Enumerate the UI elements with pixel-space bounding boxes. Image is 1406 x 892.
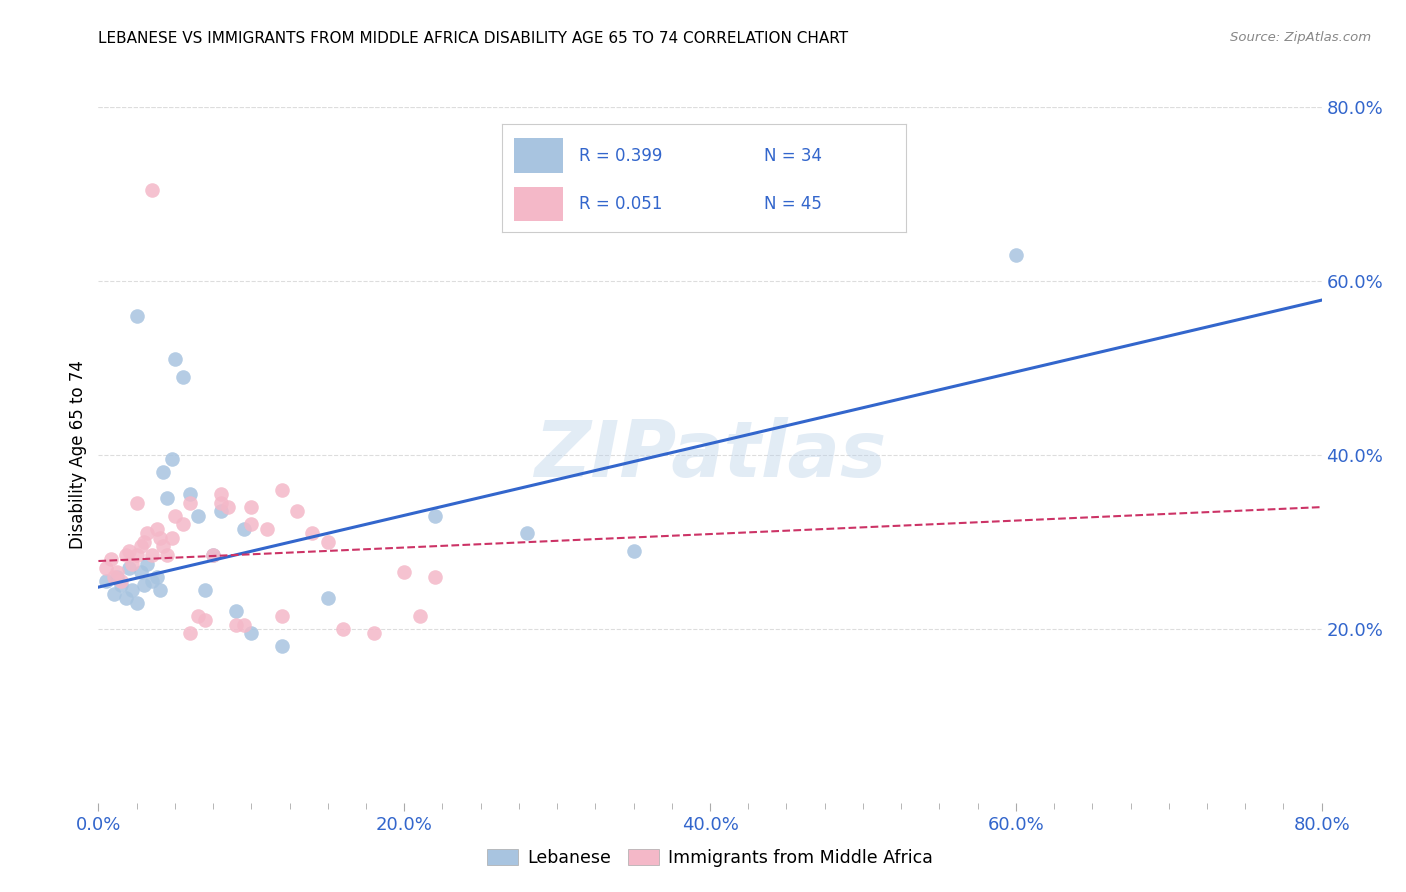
Point <box>194 582 217 597</box>
Point <box>209 487 232 501</box>
Point <box>240 517 263 532</box>
Point <box>179 487 201 501</box>
Point <box>232 522 254 536</box>
Point <box>316 591 339 606</box>
Point <box>179 496 201 510</box>
Point <box>270 608 292 623</box>
Text: ZIPatlas: ZIPatlas <box>534 417 886 493</box>
Point <box>110 574 132 588</box>
Point <box>209 504 232 518</box>
Point <box>187 508 209 523</box>
Point <box>100 552 122 566</box>
Point <box>163 508 186 523</box>
Point <box>125 309 148 323</box>
Point <box>194 613 217 627</box>
Point <box>423 570 446 584</box>
Point <box>285 504 308 518</box>
Point <box>202 548 225 562</box>
Point <box>125 596 148 610</box>
Y-axis label: Disability Age 65 to 74: Disability Age 65 to 74 <box>69 360 87 549</box>
Point <box>152 539 174 553</box>
Point <box>363 626 385 640</box>
Point <box>232 617 254 632</box>
Point <box>94 574 117 588</box>
Point <box>240 500 263 514</box>
Text: LEBANESE VS IMMIGRANTS FROM MIDDLE AFRICA DISABILITY AGE 65 TO 74 CORRELATION CH: LEBANESE VS IMMIGRANTS FROM MIDDLE AFRIC… <box>98 31 849 46</box>
Point <box>94 561 117 575</box>
Point <box>423 508 446 523</box>
Point <box>301 526 323 541</box>
Point <box>408 608 430 623</box>
Point <box>209 496 232 510</box>
Text: Source: ZipAtlas.com: Source: ZipAtlas.com <box>1230 31 1371 45</box>
Point <box>225 617 247 632</box>
Point <box>160 531 183 545</box>
Point <box>172 369 194 384</box>
Point <box>163 352 186 367</box>
Point <box>136 526 159 541</box>
Point <box>103 570 125 584</box>
Point <box>516 526 538 541</box>
Point <box>240 626 263 640</box>
Point <box>118 543 141 558</box>
Point <box>105 570 128 584</box>
Point <box>160 452 183 467</box>
Point <box>202 548 225 562</box>
Point <box>156 548 179 562</box>
Point <box>270 639 292 653</box>
Point <box>118 561 141 575</box>
Point <box>115 548 138 562</box>
Point <box>134 578 156 592</box>
Point <box>1004 248 1026 262</box>
Point <box>256 522 278 536</box>
Point <box>392 566 416 580</box>
Point <box>623 543 645 558</box>
Point <box>121 582 143 597</box>
Legend: Lebanese, Immigrants from Middle Africa: Lebanese, Immigrants from Middle Africa <box>479 842 941 874</box>
Point <box>115 591 138 606</box>
Point <box>145 570 167 584</box>
Point <box>141 574 163 588</box>
Point <box>103 587 125 601</box>
Point <box>110 578 132 592</box>
Point <box>125 548 148 562</box>
Point <box>141 183 163 197</box>
Point <box>145 522 167 536</box>
Point <box>187 608 209 623</box>
Point <box>121 557 143 571</box>
Point <box>152 466 174 480</box>
Point <box>141 548 163 562</box>
Point <box>129 566 152 580</box>
Point <box>270 483 292 497</box>
Point <box>316 534 339 549</box>
Point <box>332 622 354 636</box>
Point <box>136 557 159 571</box>
Point <box>129 539 152 553</box>
Point <box>217 500 239 514</box>
Point <box>149 531 172 545</box>
Point <box>179 626 201 640</box>
Point <box>172 517 194 532</box>
Point <box>225 605 247 619</box>
Point <box>156 491 179 506</box>
Point <box>149 582 172 597</box>
Point <box>105 566 128 580</box>
Point <box>125 496 148 510</box>
Point <box>134 534 156 549</box>
